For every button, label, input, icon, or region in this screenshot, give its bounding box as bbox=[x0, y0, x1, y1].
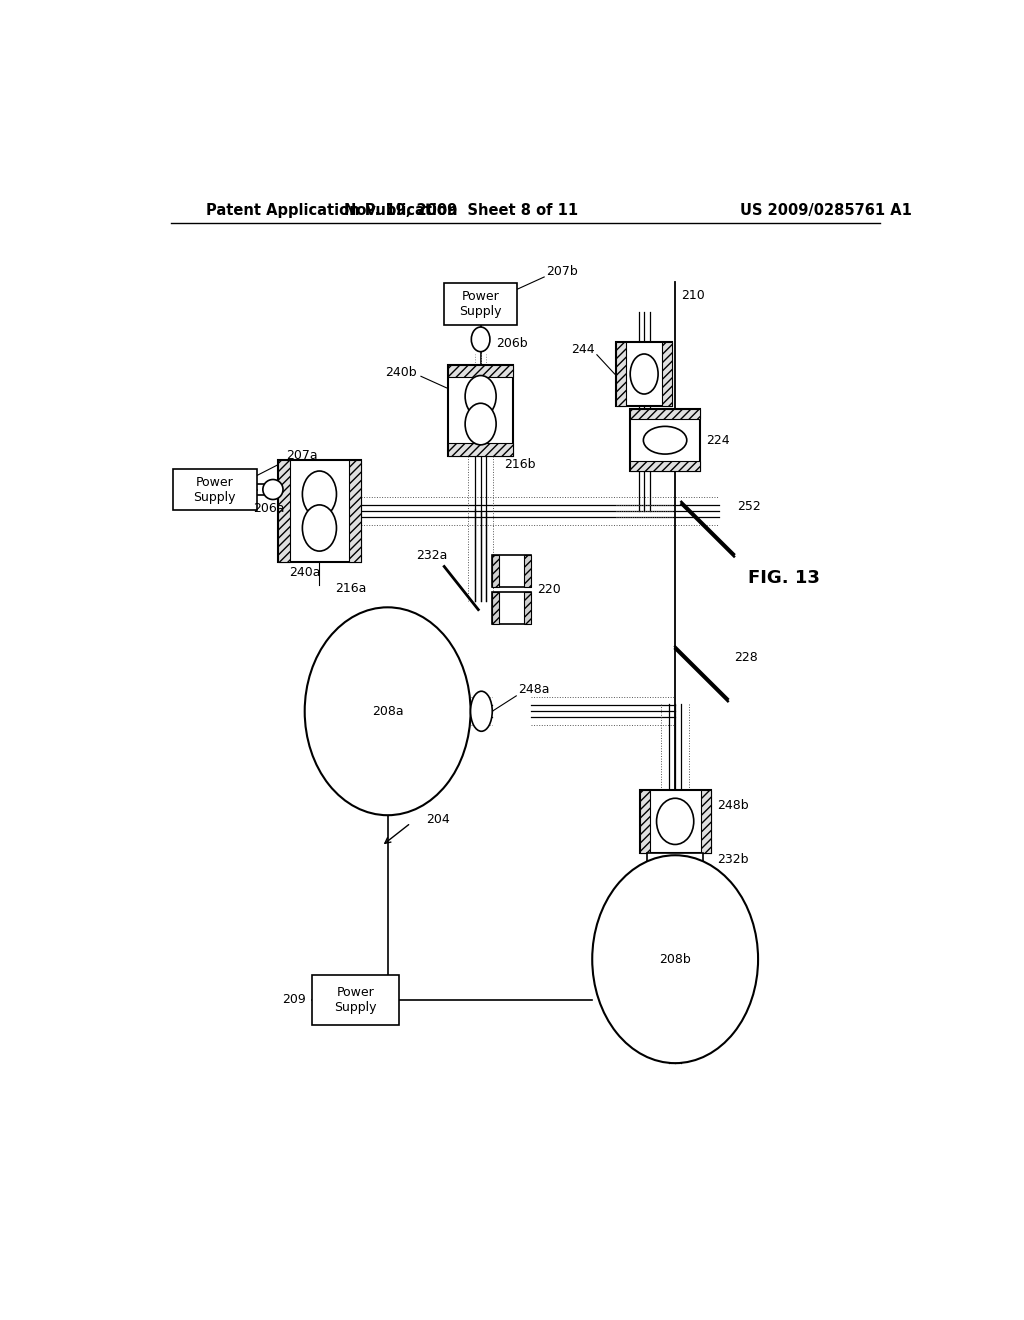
Text: US 2009/0285761 A1: US 2009/0285761 A1 bbox=[740, 203, 912, 218]
Text: 206b: 206b bbox=[496, 337, 527, 350]
Bar bbox=[616, 342, 627, 407]
Text: Nov. 19, 2009  Sheet 8 of 11: Nov. 19, 2009 Sheet 8 of 11 bbox=[344, 203, 579, 218]
Text: Patent Application Publication: Patent Application Publication bbox=[206, 203, 457, 218]
Bar bbox=[493, 591, 531, 624]
Text: 232b: 232b bbox=[717, 853, 749, 866]
Text: 216a: 216a bbox=[335, 582, 367, 595]
Text: 206a: 206a bbox=[253, 502, 285, 515]
Bar bbox=[700, 789, 711, 853]
Bar bbox=[449, 364, 513, 378]
Ellipse shape bbox=[263, 479, 283, 499]
Text: 216b: 216b bbox=[504, 458, 536, 471]
Ellipse shape bbox=[302, 471, 337, 517]
Text: 220: 220 bbox=[538, 583, 561, 597]
Text: 204: 204 bbox=[426, 813, 451, 825]
Text: Power
Supply: Power Supply bbox=[335, 986, 377, 1014]
Bar bbox=[493, 591, 500, 624]
Bar bbox=[493, 554, 500, 587]
Bar bbox=[449, 444, 513, 455]
Text: Power
Supply: Power Supply bbox=[460, 290, 502, 318]
Bar bbox=[630, 409, 700, 471]
Bar bbox=[493, 554, 531, 587]
Text: 248a: 248a bbox=[518, 684, 550, 696]
Text: 248b: 248b bbox=[717, 799, 749, 812]
Text: 252: 252 bbox=[737, 500, 761, 513]
Text: 240b: 240b bbox=[385, 366, 417, 379]
Text: 228: 228 bbox=[734, 651, 758, 664]
Text: 208a: 208a bbox=[372, 705, 403, 718]
Bar bbox=[524, 591, 531, 624]
Bar bbox=[173, 470, 257, 510]
Bar bbox=[349, 461, 361, 562]
Text: 224: 224 bbox=[707, 434, 730, 446]
Text: FIG. 13: FIG. 13 bbox=[748, 569, 820, 587]
Bar bbox=[662, 342, 672, 407]
Bar bbox=[640, 789, 649, 853]
Ellipse shape bbox=[592, 855, 758, 1063]
Ellipse shape bbox=[471, 692, 493, 731]
Ellipse shape bbox=[465, 404, 496, 445]
Ellipse shape bbox=[302, 504, 337, 552]
Bar bbox=[449, 364, 513, 455]
Ellipse shape bbox=[305, 607, 471, 816]
Text: 208b: 208b bbox=[659, 953, 691, 966]
Ellipse shape bbox=[656, 799, 693, 845]
Ellipse shape bbox=[630, 354, 658, 393]
Text: 210: 210 bbox=[681, 289, 706, 302]
Bar bbox=[616, 342, 672, 407]
Text: 232a: 232a bbox=[416, 549, 447, 562]
Bar bbox=[312, 974, 399, 1024]
Ellipse shape bbox=[643, 426, 687, 454]
Text: 240a: 240a bbox=[289, 566, 321, 579]
Bar bbox=[278, 461, 361, 562]
Bar bbox=[630, 461, 700, 471]
Bar bbox=[444, 284, 517, 326]
Bar bbox=[278, 461, 290, 562]
Ellipse shape bbox=[465, 376, 496, 417]
Bar bbox=[630, 409, 700, 420]
Text: 207a: 207a bbox=[286, 449, 317, 462]
Ellipse shape bbox=[471, 327, 489, 351]
Text: 209: 209 bbox=[283, 993, 306, 1006]
Bar bbox=[524, 554, 531, 587]
Bar bbox=[640, 789, 711, 853]
Text: 207b: 207b bbox=[547, 265, 579, 279]
Text: Power
Supply: Power Supply bbox=[194, 475, 237, 503]
Bar bbox=[647, 853, 703, 867]
Text: 244: 244 bbox=[571, 343, 595, 356]
